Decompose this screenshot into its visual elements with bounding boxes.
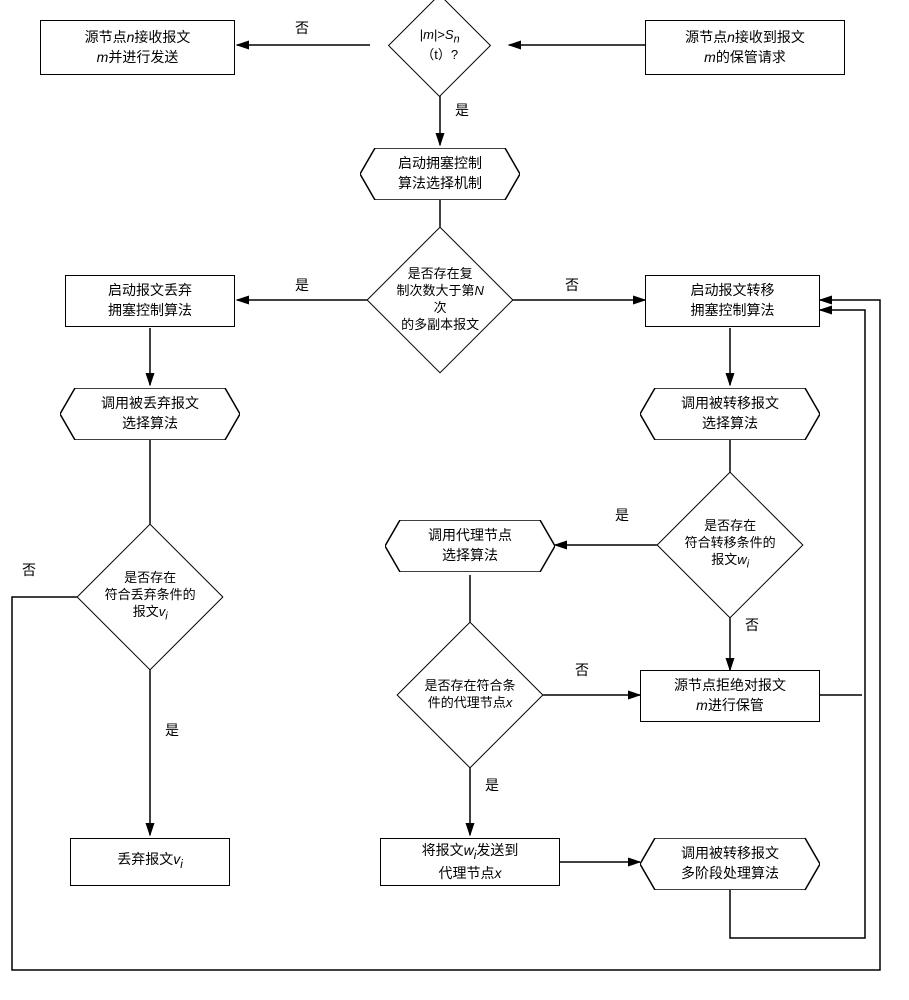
hex-call-proxy-select: 调用代理节点选择算法: [385, 520, 555, 572]
text: 源节点n接收报文m并进行发送: [85, 28, 191, 67]
text: 启动拥塞控制算法选择机制: [398, 154, 482, 193]
node-receive-send: 源节点n接收报文m并进行发送: [40, 20, 235, 75]
node-discard-v: 丢弃报文vi: [70, 838, 230, 886]
text: 丢弃报文vi: [117, 850, 183, 873]
label-yes-transfer: 是: [615, 505, 629, 525]
diamond-copy-count: 是否存在复制次数大于第N次的多副本报文: [366, 226, 513, 373]
text: 是否存在符合条件的代理节点x: [424, 678, 515, 710]
text: 将报文wi发送到代理节点x: [422, 841, 519, 884]
label-no-discard: 否: [22, 560, 36, 580]
hex-start-congestion: 启动拥塞控制算法选择机制: [360, 148, 520, 200]
text: 启动报文转移拥塞控制算法: [691, 281, 775, 320]
diamond-proxy-cond: 是否存在符合条件的代理节点x: [396, 621, 543, 768]
text: 源节点n接收到报文m的保管请求: [685, 28, 805, 67]
hex-call-transfer-select: 调用被转移报文选择算法: [640, 388, 820, 440]
label-no-top: 否: [295, 18, 309, 38]
text: 调用代理节点选择算法: [428, 526, 512, 565]
label-no-transfer: 否: [745, 615, 759, 635]
label-yes-proxy: 是: [485, 775, 499, 795]
text: 启动报文丢弃拥塞控制算法: [108, 281, 192, 320]
label-no-copy: 否: [565, 275, 579, 295]
text: |m|>Sn（t）?: [420, 27, 460, 62]
label-yes-top: 是: [455, 100, 469, 120]
label-yes-copy: 是: [295, 275, 309, 295]
label-no-proxy: 否: [575, 660, 589, 680]
text: 调用被转移报文多阶段处理算法: [681, 844, 779, 883]
text: 是否存在复制次数大于第N次的多副本报文: [396, 266, 483, 332]
text: 是否存在符合转移条件的报文wi: [684, 518, 775, 567]
node-source-refuse: 源节点拒绝对报文m进行保管: [640, 670, 820, 722]
text: 调用被丢弃报文选择算法: [101, 394, 199, 433]
node-start-discard: 启动报文丢弃拥塞控制算法: [65, 275, 235, 327]
text: 是否存在符合丢弃条件的报文vi: [104, 570, 195, 619]
hex-call-multistage: 调用被转移报文多阶段处理算法: [640, 838, 820, 890]
diamond-size-check: |m|>Sn（t）?: [388, 0, 491, 97]
node-send-proxy: 将报文wi发送到代理节点x: [380, 838, 560, 886]
node-receive-request: 源节点n接收到报文m的保管请求: [645, 20, 845, 75]
text: 源节点拒绝对报文m进行保管: [674, 676, 786, 715]
hex-call-discard-select: 调用被丢弃报文选择算法: [60, 388, 240, 440]
label-yes-discard: 是: [165, 720, 179, 740]
text: 调用被转移报文选择算法: [681, 394, 779, 433]
node-start-transfer: 启动报文转移拥塞控制算法: [645, 275, 820, 327]
diamond-transfer-cond: 是否存在符合转移条件的报文wi: [656, 471, 803, 618]
diamond-discard-cond: 是否存在符合丢弃条件的报文vi: [76, 523, 223, 670]
